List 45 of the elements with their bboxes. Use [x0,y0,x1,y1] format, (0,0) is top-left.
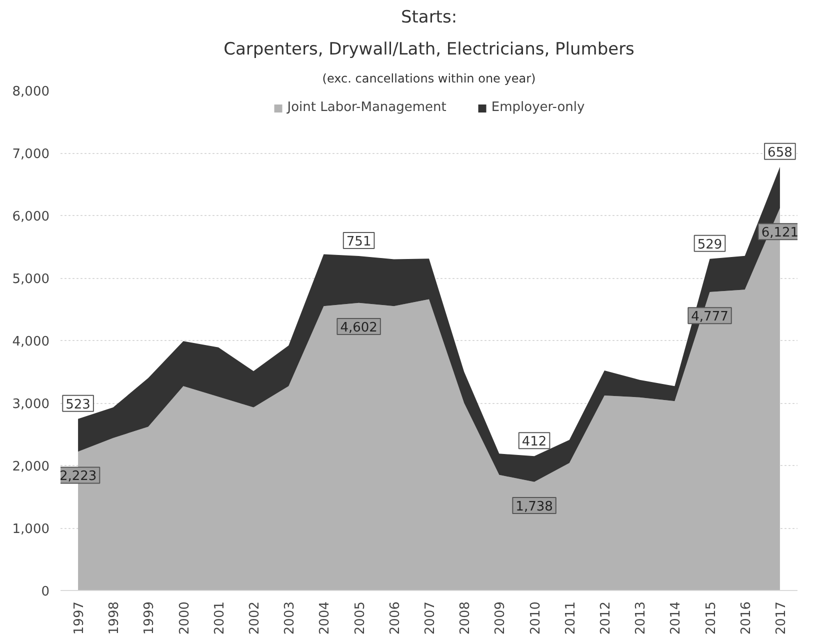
x-tick-label: 2017 [774,601,789,635]
x-tick-label: 2005 [352,601,368,635]
chart-subtitle: Carpenters, Drywall/Lath, Electricians, Plumbers [224,40,635,60]
data-label: 658 [768,145,792,160]
data-label: 523 [66,397,90,412]
data-label: 1,738 [516,500,553,514]
x-tick-label: 2016 [738,601,754,635]
data-label: 529 [697,237,722,252]
x-tick-label: 2002 [248,601,263,635]
x-tick-label: 1999 [142,601,158,635]
legend-label: Joint Labor-Management [287,100,446,115]
x-tick-label: 1998 [107,601,122,635]
x-tick-label: 2012 [598,601,614,635]
data-label: 4,602 [340,320,378,336]
x-tick-label: 2000 [177,601,192,635]
y-tick-label: 1,000 [12,522,50,537]
y-tick-label: 0 [41,584,50,600]
y-tick-label: 4,000 [12,334,50,350]
x-tick-label: 2008 [458,601,474,635]
y-tick-label: 2,000 [12,460,50,474]
y-tick-label: 7,000 [12,147,50,162]
x-tick-label: 2013 [634,601,649,635]
x-tick-label: 2015 [704,601,719,635]
y-tick-label: 3,000 [12,397,50,412]
x-tick-label: 2011 [563,601,578,635]
y-tick-label: 8,000 [12,84,50,100]
x-tick-label: 2006 [388,601,403,635]
data-label: 412 [522,434,547,450]
x-tick-label: 2009 [493,601,508,635]
x-tick-label: 2007 [423,601,438,635]
x-tick-label: 2001 [212,601,228,635]
x-tick-label: 2010 [528,601,544,635]
x-tick-label: 2004 [318,601,333,635]
data-label: 4,777 [691,310,728,325]
data-label: 751 [346,234,372,250]
data-label: 6,121 [761,226,799,241]
legend-label: Employer-only [491,100,585,115]
x-tick-label: 2014 [668,601,684,635]
y-tick-label: 6,000 [12,210,50,224]
x-tick-label: 1997 [72,601,88,635]
y-tick-label: 5,000 [12,272,50,287]
text: (exc. cancellations within one year) [322,72,536,86]
data-label: 2,223 [59,469,97,484]
chart-title: Starts: [400,8,458,28]
x-tick-label: 2003 [282,601,298,635]
